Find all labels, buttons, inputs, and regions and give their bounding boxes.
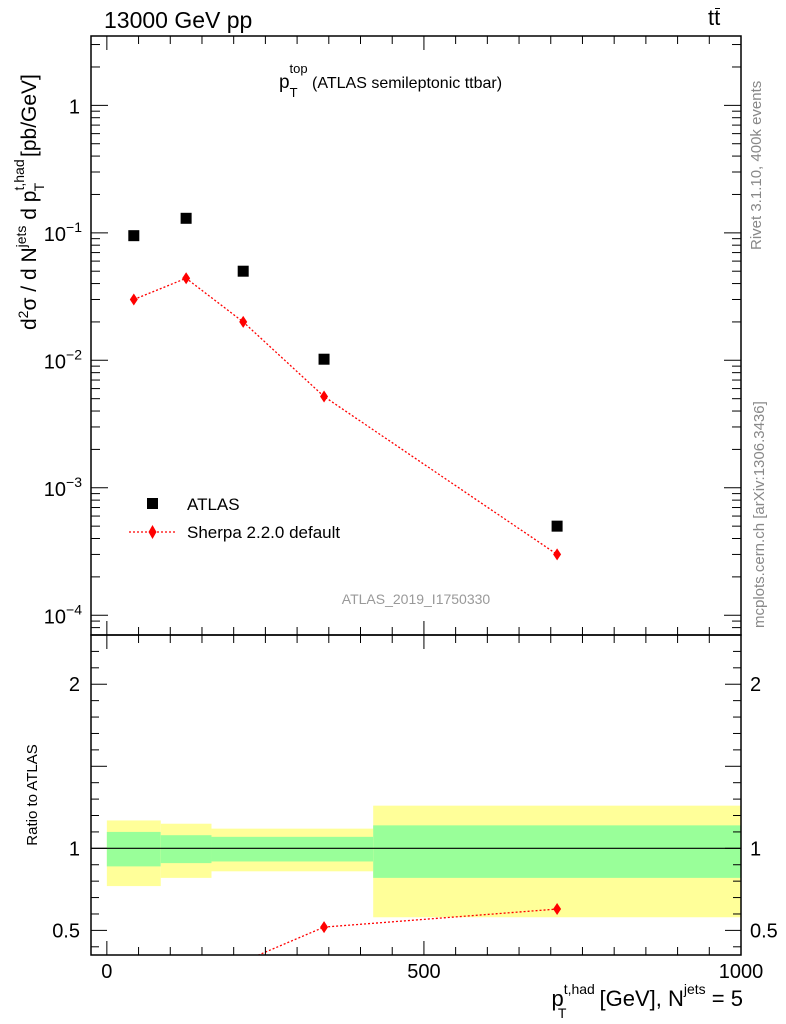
main-panel: 110−110−210−310−4 pTtop (ATLAS semilepto… xyxy=(11,35,742,636)
x-tick-label: 0 xyxy=(101,961,112,983)
y-tick-label: 10−2 xyxy=(44,346,82,373)
legend-label-sherpa: Sherpa 2.2.0 default xyxy=(187,523,340,542)
mcplots-label: mcplots.cern.ch [arXiv:1306.3436] xyxy=(751,401,768,628)
rivet-label: Rivet 3.1.10, 400k events xyxy=(748,81,765,250)
atlas-point xyxy=(237,265,249,277)
ratio-ticks: 0 500 1000 0.5 0.5 1 1 2 2 xyxy=(52,634,778,983)
sherpa-point xyxy=(239,315,248,328)
y-tick-mantissa: 10 xyxy=(44,606,66,628)
collision-label: 13000 GeV pp xyxy=(104,7,253,33)
band-inner xyxy=(106,831,161,867)
process-antitop: t xyxy=(714,5,721,30)
main-frame xyxy=(90,35,742,636)
atlas-point xyxy=(128,230,140,242)
y-tick-mantissa: 10 xyxy=(44,479,66,501)
y-tick-mantissa: 10 xyxy=(44,351,66,373)
legend: ATLAS Sherpa 2.2.0 default xyxy=(129,495,340,542)
process-top: t xyxy=(708,5,715,30)
ratio-panel: 0 500 1000 0.5 0.5 1 1 2 2 Ratio to ATLAS pt,had… xyxy=(24,634,778,1021)
y-tick-exponent: −1 xyxy=(66,219,82,235)
main-y-ticks: 110−110−210−310−4 xyxy=(44,44,741,636)
y-tick-label: 1 xyxy=(69,96,80,118)
ratio-frame xyxy=(90,634,742,956)
main-data xyxy=(128,212,563,561)
ratio-sherpa-point xyxy=(320,921,329,934)
ratio-sherpa-point xyxy=(239,956,247,968)
legend-marker-atlas xyxy=(147,498,158,509)
y-tick-exponent: −3 xyxy=(66,474,82,490)
legend-marker-sherpa xyxy=(148,525,157,539)
ratio-y-tick-label: 1 xyxy=(69,838,80,860)
atlas-point xyxy=(180,212,192,224)
sherpa-point xyxy=(553,548,562,561)
y-tick-mantissa: 10 xyxy=(44,224,66,246)
y-tick-exponent: −2 xyxy=(66,346,82,362)
main-x-ticks xyxy=(106,36,742,635)
x-tick-label: 1000 xyxy=(719,961,764,983)
y-tick-label: 10−4 xyxy=(44,601,82,628)
ratio-y-tick-label: 2 xyxy=(69,674,80,696)
sherpa-point xyxy=(320,390,329,403)
ratio-y-tick-label-right: 2 xyxy=(750,674,761,696)
legend-label-atlas: ATLAS xyxy=(187,495,240,514)
main-y-axis-label: d2σ / d Njets d pt,had T [pb/GeV] xyxy=(11,74,47,330)
ratio-y-tick-label: 0.5 xyxy=(52,920,80,942)
ratio-sherpa-line xyxy=(256,908,558,955)
ratio-uncertainty-bands xyxy=(91,805,741,918)
sherpa-point xyxy=(182,272,191,285)
x-tick-label: 500 xyxy=(407,961,440,983)
band-inner xyxy=(373,825,741,878)
band-inner xyxy=(211,836,374,862)
band-inner xyxy=(160,835,212,864)
ratio-y-tick-label-right: 1 xyxy=(750,838,761,860)
sherpa-point xyxy=(129,293,138,306)
ratio-sherpa-point xyxy=(553,903,562,916)
ratio-y-tick-label-right: 0.5 xyxy=(750,920,778,942)
x-axis-label: pt,had T [GeV], Njets = 5 xyxy=(551,981,743,1021)
ratio-y-axis-label: Ratio to ATLAS xyxy=(24,744,41,845)
plot-title: pTtop (ATLAS semileptonic ttbar) xyxy=(279,61,502,100)
y-tick-exponent: −4 xyxy=(66,601,82,617)
atlas-point xyxy=(551,520,563,532)
ratio-data xyxy=(239,903,562,968)
y-tick-label: 10−1 xyxy=(44,219,82,246)
analysis-id: ATLAS_2019_I1750330 xyxy=(342,591,491,607)
atlas-point xyxy=(318,353,330,365)
process-label: tt xyxy=(708,5,721,30)
y-tick-label: 10−3 xyxy=(44,474,82,501)
